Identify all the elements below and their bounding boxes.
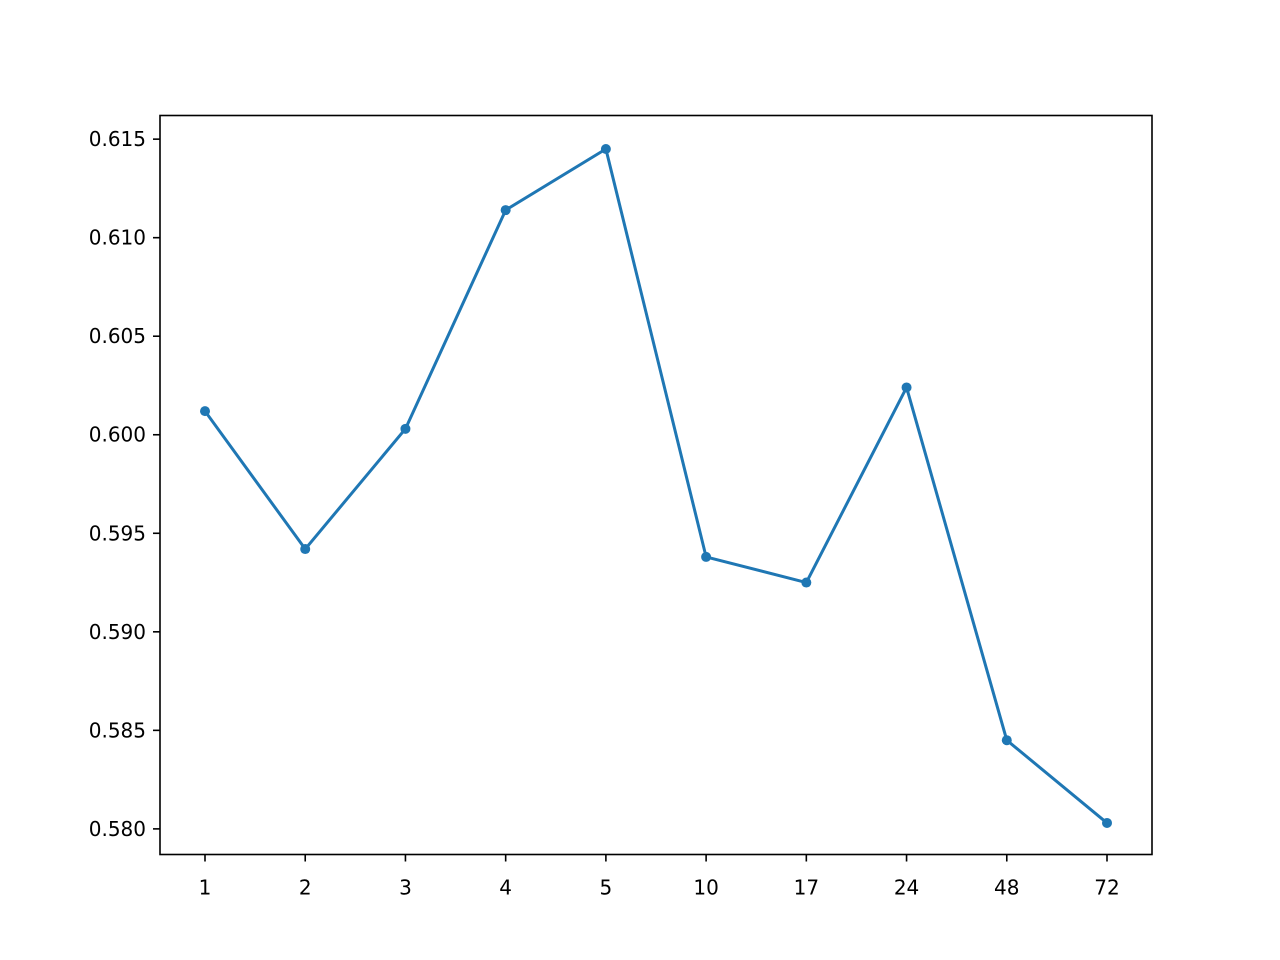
data-point-48 bbox=[1001, 735, 1012, 746]
x-tick-label: 1 bbox=[199, 876, 212, 900]
x-tick-label: 2 bbox=[299, 876, 312, 900]
y-tick-label: 0.605 bbox=[89, 324, 146, 348]
y-tick-label: 0.610 bbox=[89, 226, 146, 250]
x-tick-label: 5 bbox=[600, 876, 613, 900]
y-axis: 0.580 0.585 0.590 0.595 0.600 0.605 0.610 0.615 bbox=[89, 127, 160, 841]
y-tick-label: 0.600 bbox=[89, 423, 146, 447]
x-tick-label: 17 bbox=[794, 876, 819, 900]
data-point-4 bbox=[500, 205, 511, 216]
data-point-3 bbox=[400, 423, 411, 434]
data-point-1 bbox=[200, 406, 210, 417]
y-tick-label: 0.595 bbox=[89, 521, 146, 545]
x-tick-label: 10 bbox=[693, 876, 718, 900]
x-tick-label: 3 bbox=[399, 876, 412, 900]
data-point-24 bbox=[901, 382, 912, 393]
y-tick-label: 0.585 bbox=[89, 718, 146, 742]
y-tick-label: 0.615 bbox=[89, 127, 146, 151]
data-point-72 bbox=[1102, 817, 1112, 828]
y-tick-label: 0.590 bbox=[89, 620, 146, 644]
plot-area bbox=[200, 144, 1112, 828]
y-tick-label: 0.580 bbox=[89, 817, 146, 841]
data-point-5 bbox=[600, 144, 611, 154]
data-point-2 bbox=[300, 544, 311, 555]
plot-frame bbox=[159, 114, 1153, 856]
data-point-10 bbox=[701, 551, 712, 562]
data-point-17 bbox=[801, 577, 812, 588]
x-tick-label: 72 bbox=[1094, 876, 1119, 900]
x-tick-label: 48 bbox=[994, 876, 1019, 900]
x-tick-label: 4 bbox=[499, 876, 512, 900]
x-axis: 1 2 3 4 5 10 17 24 48 72 bbox=[199, 854, 1120, 900]
x-tick-label: 24 bbox=[894, 876, 919, 900]
series-line bbox=[202, 147, 1110, 826]
